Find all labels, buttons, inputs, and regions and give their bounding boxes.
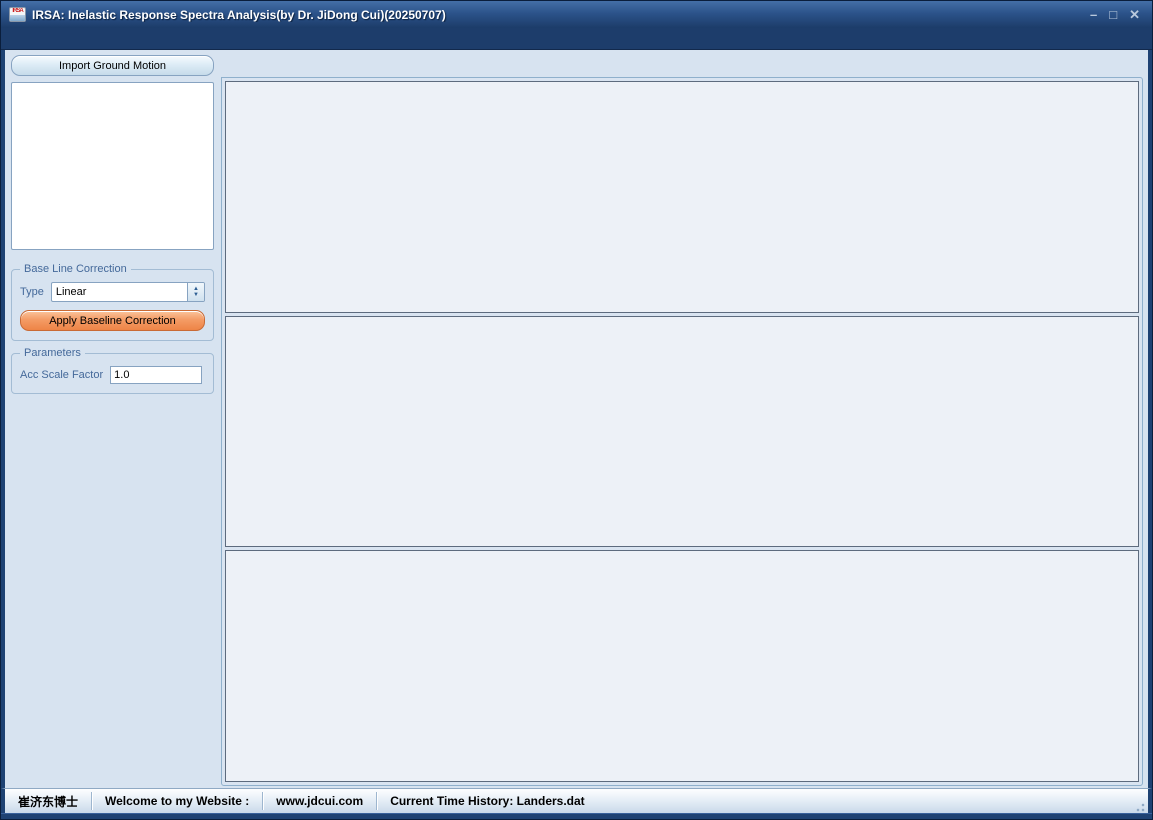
tab-content-time-series	[221, 77, 1143, 786]
parameters-group-title: Parameters	[20, 347, 85, 359]
app-icon: IRSA	[9, 7, 26, 22]
window-bottom-edge	[1, 813, 1152, 819]
baseline-correction-group: Base Line Correction Type Linear ▲▼ Appl…	[11, 269, 214, 341]
window-title: IRSA: Inelastic Response Spectra Analysi…	[32, 8, 1084, 22]
spinner-down-icon[interactable]: ▼	[193, 292, 199, 298]
acceleration-chart	[226, 82, 1138, 312]
titlebar: IRSA IRSA: Inelastic Response Spectra An…	[1, 1, 1152, 28]
displacement-chart-panel	[225, 550, 1139, 782]
acc-scale-factor-label: Acc Scale Factor	[20, 369, 103, 381]
app-icon-chart	[10, 15, 25, 21]
type-label: Type	[20, 286, 44, 298]
ground-motion-list[interactable]	[11, 82, 214, 250]
combobox-spinner[interactable]: ▲▼	[187, 283, 204, 301]
velocity-chart	[226, 317, 1138, 547]
status-author: 崔济东博士	[5, 789, 91, 813]
baseline-type-value: Linear	[52, 283, 187, 301]
sidebar: Import Ground Motion Base Line Correctio…	[9, 54, 216, 786]
window-body: Import Ground Motion Base Line Correctio…	[1, 50, 1152, 788]
velocity-chart-panel	[225, 316, 1139, 548]
tabbar	[221, 54, 1143, 77]
menubar	[1, 28, 1152, 50]
status-website-link[interactable]: www.jdcui.com	[263, 789, 376, 813]
maximize-button[interactable]: □	[1109, 8, 1117, 21]
baseline-type-combobox[interactable]: Linear ▲▼	[51, 282, 205, 302]
statusbar: 崔济东博士 Welcome to my Website : www.jdcui.…	[1, 788, 1152, 813]
status-current-time-history: Current Time History: Landers.dat	[377, 789, 597, 813]
apply-baseline-correction-button[interactable]: Apply Baseline Correction	[20, 310, 205, 331]
resize-grip[interactable]	[1132, 799, 1146, 813]
app-icon-text: IRSA	[10, 8, 25, 15]
import-ground-motion-button[interactable]: Import Ground Motion	[11, 55, 214, 76]
baseline-group-title: Base Line Correction	[20, 263, 131, 275]
parameters-group: Parameters Acc Scale Factor	[11, 353, 214, 394]
displacement-chart	[226, 551, 1138, 781]
close-button[interactable]: ✕	[1129, 8, 1140, 21]
window-controls: – □ ✕	[1090, 8, 1144, 21]
status-welcome: Welcome to my Website :	[92, 789, 262, 813]
main-area	[221, 54, 1146, 786]
app-window: IRSA IRSA: Inelastic Response Spectra An…	[0, 0, 1153, 820]
acceleration-chart-panel	[225, 81, 1139, 313]
acc-scale-factor-input[interactable]	[110, 366, 202, 384]
minimize-button[interactable]: –	[1090, 8, 1097, 21]
